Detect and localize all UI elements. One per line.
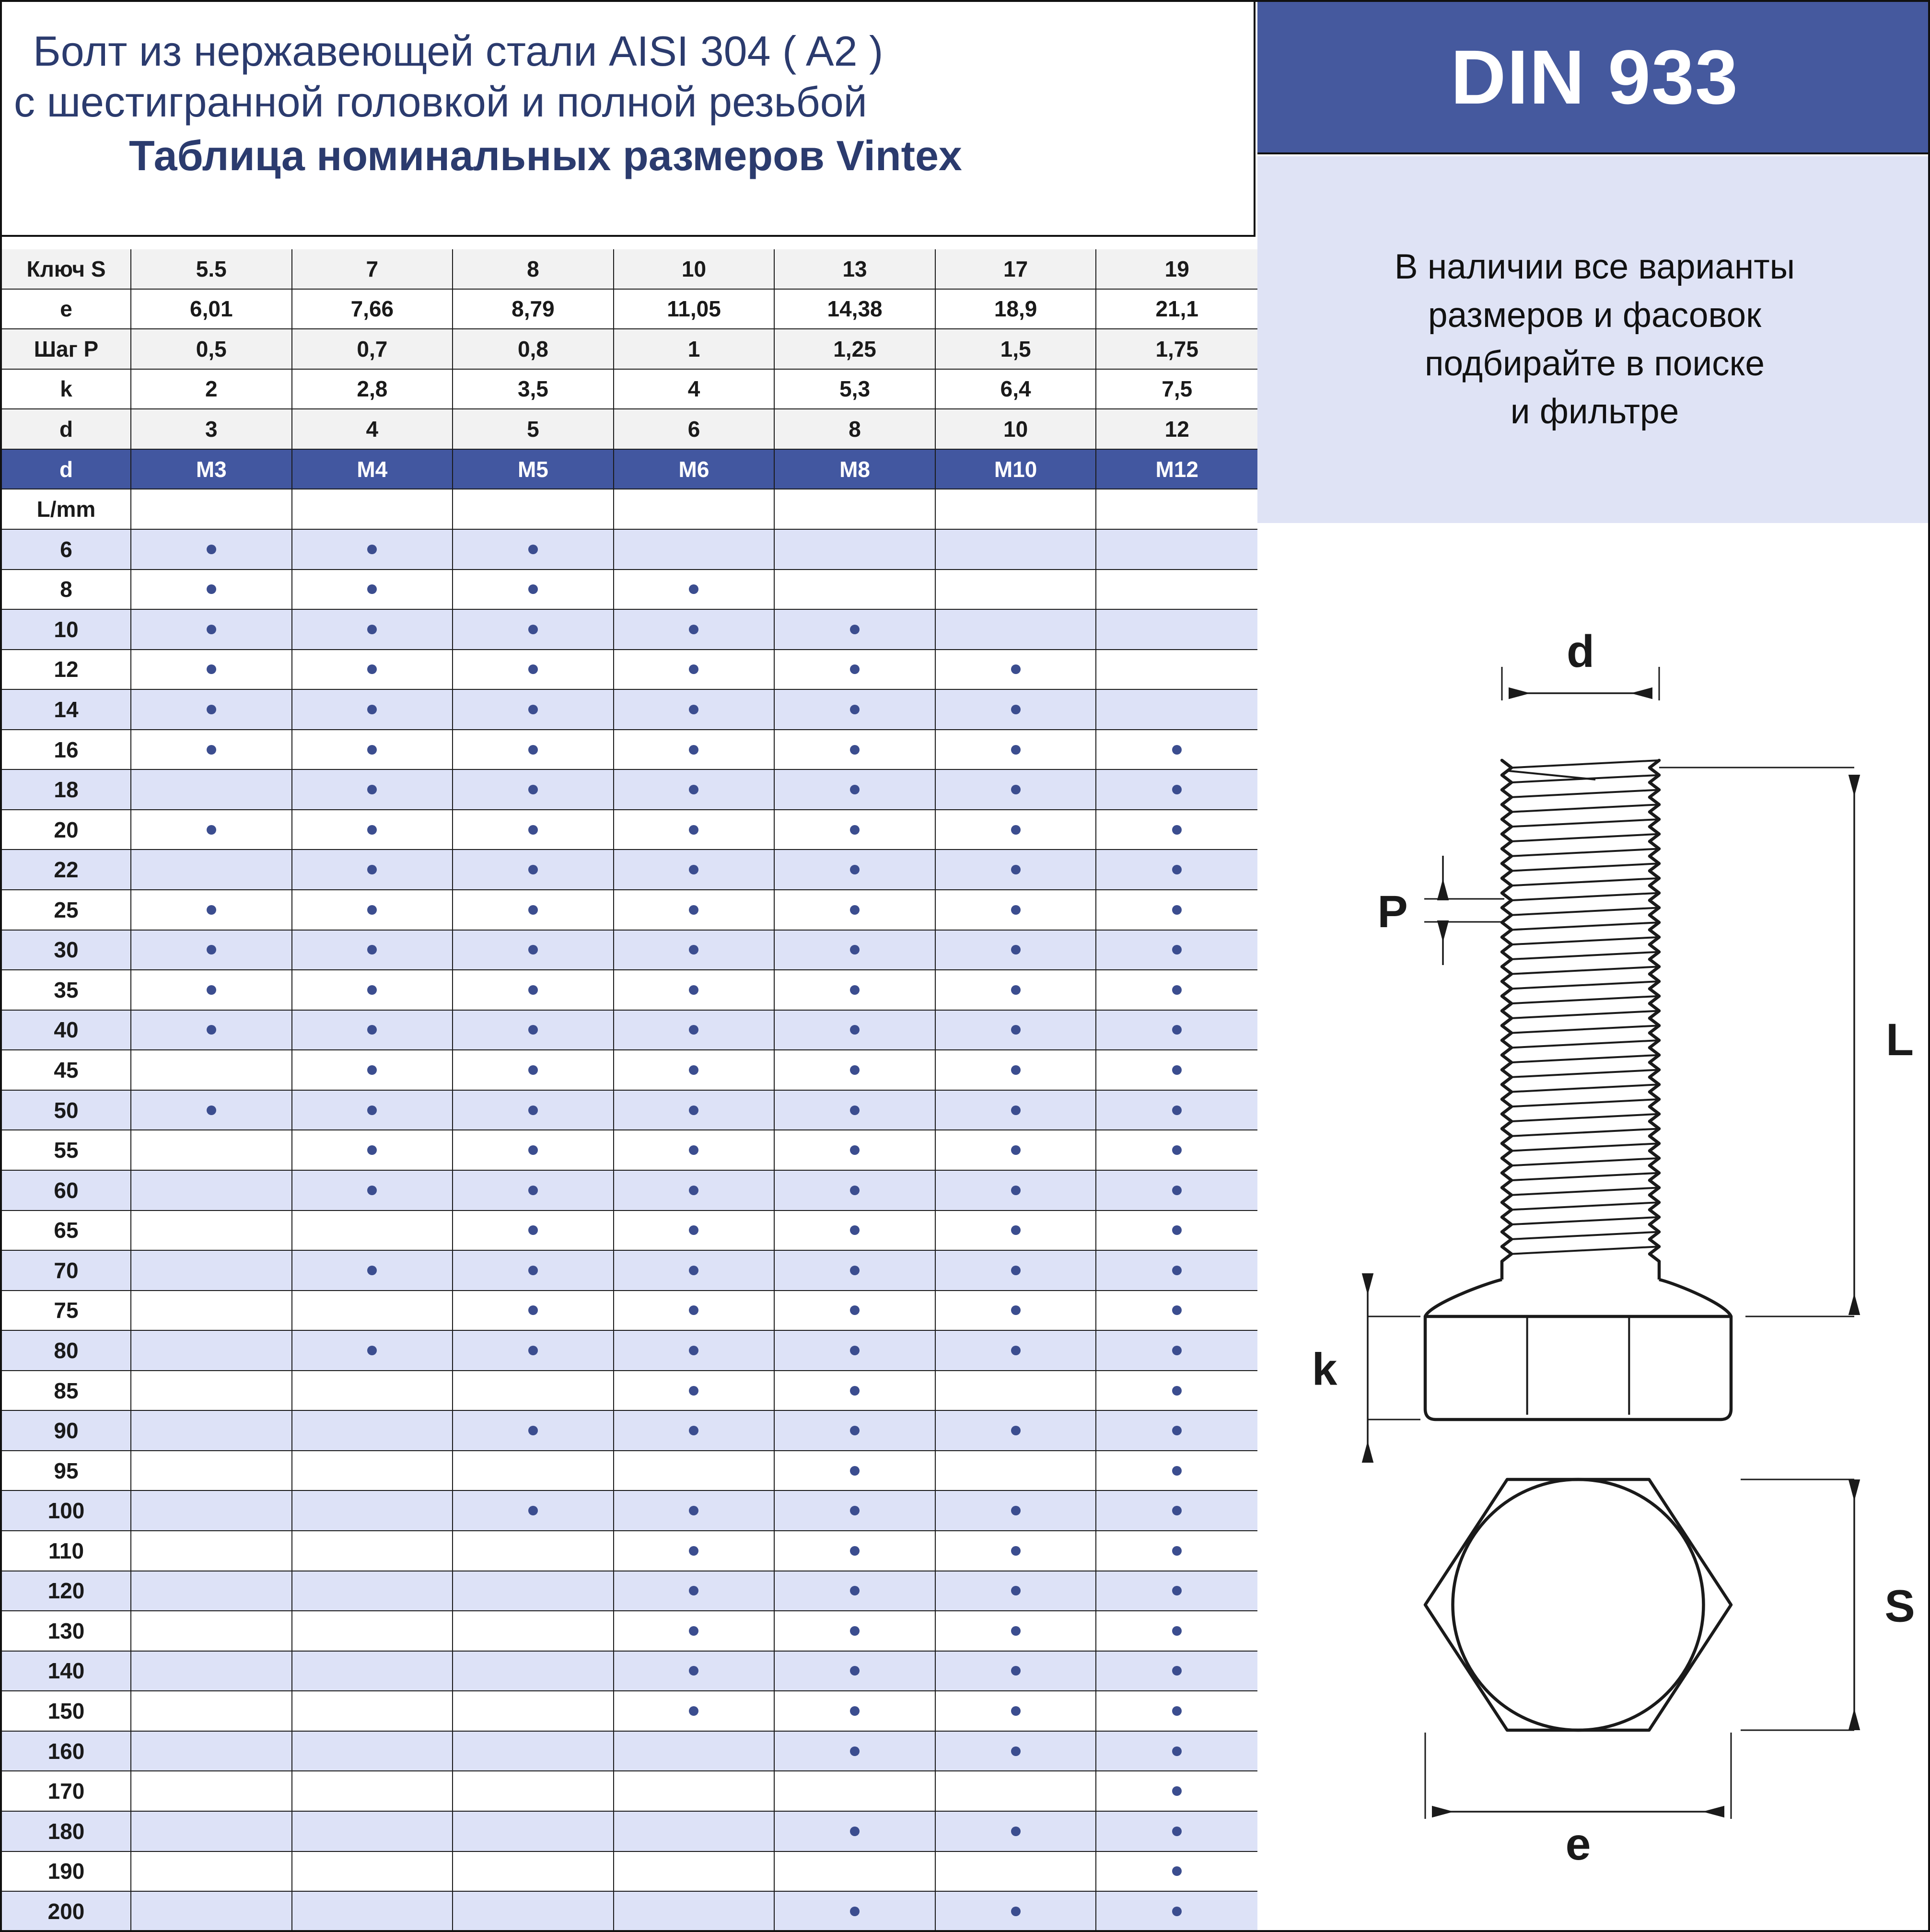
svg-text:e: e [1566,1819,1591,1870]
svg-text:L: L [1886,1014,1914,1065]
svg-text:S: S [1884,1581,1915,1632]
svg-text:d: d [1567,626,1594,677]
svg-text:k: k [1312,1344,1337,1395]
svg-text:P: P [1377,886,1407,937]
